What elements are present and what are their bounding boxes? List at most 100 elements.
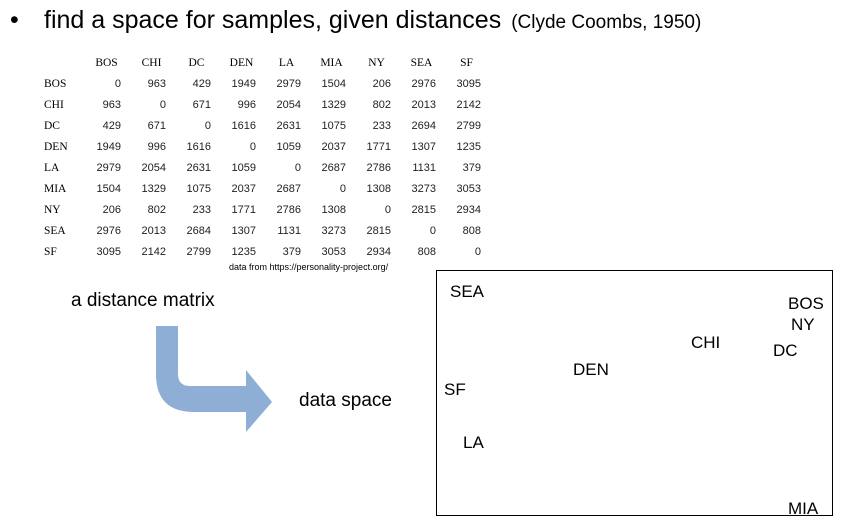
- matrix-cell: 808: [462, 224, 481, 237]
- row-header: CHI: [44, 98, 64, 111]
- matrix-cell: 0: [474, 245, 481, 258]
- column-header: SEA: [410, 56, 433, 69]
- matrix-row: SEA 2976 2013 2684 1307 1131 3273 2815 0 808: [44, 220, 489, 241]
- matrix-row: NY 206 802 233 1771 2786 1308 0 2815 2934: [44, 199, 489, 220]
- city-label-bos: BOS: [788, 294, 824, 313]
- matrix-cell: 1329: [141, 182, 166, 195]
- matrix-cell: 2054: [276, 98, 301, 111]
- title-main: find a space for samples, given distance…: [44, 6, 502, 34]
- column-header: SF: [460, 56, 473, 69]
- matrix-cell: 1059: [231, 161, 256, 174]
- matrix-cell: 2799: [186, 245, 211, 258]
- matrix-cell: 2631: [276, 119, 301, 132]
- city-label-ny: NY: [791, 315, 815, 334]
- matrix-cell: 1307: [411, 140, 436, 153]
- matrix-cell: 671: [147, 119, 166, 132]
- matrix-cell: 0: [114, 77, 121, 90]
- matrix-cell: 2934: [366, 245, 391, 258]
- matrix-cell: 996: [147, 140, 166, 153]
- data-space-label: data space: [299, 390, 392, 411]
- matrix-cell: 379: [462, 161, 481, 174]
- row-header: SEA: [44, 224, 66, 237]
- title-citation: (Clyde Coombs, 1950): [511, 12, 702, 33]
- matrix-cell: 2815: [366, 224, 391, 237]
- row-header: DC: [44, 119, 60, 132]
- matrix-cell: 2142: [456, 98, 481, 111]
- matrix-cell: 1504: [96, 182, 121, 195]
- matrix-row: DC 429 671 0 1616 2631 1075 233 2694 2799: [44, 115, 489, 136]
- city-label-sea: SEA: [450, 282, 485, 301]
- city-label-dc: DC: [773, 341, 798, 360]
- matrix-corner: [44, 52, 84, 73]
- row-header: MIA: [44, 182, 67, 195]
- matrix-cell: 2979: [96, 161, 121, 174]
- matrix-cell: 379: [282, 245, 301, 258]
- matrix-cell: 963: [147, 77, 166, 90]
- matrix-cell: 2054: [141, 161, 166, 174]
- city-label-chi: CHI: [691, 333, 721, 352]
- column-header: DC: [188, 56, 205, 69]
- column-header: MIA: [320, 56, 343, 69]
- distance-matrix-label: a distance matrix: [71, 290, 215, 311]
- matrix-cell: 1235: [231, 245, 256, 258]
- matrix-cell: 3273: [411, 182, 436, 195]
- matrix-cell: 1308: [366, 182, 391, 195]
- matrix-cell: 1771: [231, 203, 256, 216]
- matrix-row: BOS 0 963 429 1949 2979 1504 206 2976 3095: [44, 73, 489, 94]
- matrix-cell: 1329: [321, 98, 346, 111]
- matrix-cell: 1616: [231, 119, 256, 132]
- matrix-cell: 2687: [276, 182, 301, 195]
- matrix-row: CHI 963 0 671 996 2054 1329 802 2013 2142: [44, 94, 489, 115]
- matrix-cell: 429: [102, 119, 121, 132]
- matrix-cell: 3053: [456, 182, 481, 195]
- matrix-cell: 1075: [321, 119, 346, 132]
- matrix-cell: 233: [372, 119, 391, 132]
- matrix-cell: 2979: [276, 77, 301, 90]
- matrix-cell: 1235: [456, 140, 481, 153]
- row-header: DEN: [44, 140, 68, 153]
- matrix-cell: 1059: [276, 140, 301, 153]
- matrix-cell: 2786: [366, 161, 391, 174]
- matrix-cell: 2687: [321, 161, 346, 174]
- matrix-cell: 0: [429, 224, 436, 237]
- matrix-cell: 2694: [411, 119, 436, 132]
- bullet: •: [10, 6, 19, 34]
- matrix-cell: 1075: [186, 182, 211, 195]
- matrix-cell: 429: [192, 77, 211, 90]
- matrix-cell: 2976: [411, 77, 436, 90]
- matrix-cell: 963: [102, 98, 121, 111]
- matrix-cell: 233: [192, 203, 211, 216]
- slide-title: • find a space for samples, given distanc…: [10, 4, 701, 39]
- matrix-cell: 2142: [141, 245, 166, 258]
- matrix-cell: 1307: [231, 224, 256, 237]
- matrix-row: MIA 1504 1329 1075 2037 2687 0 1308 3273 3053: [44, 178, 489, 199]
- matrix-cell: 2934: [456, 203, 481, 216]
- matrix-row: LA 2979 2054 2631 1059 0 2687 2786 1131 379: [44, 157, 489, 178]
- matrix-cell: 1616: [186, 140, 211, 153]
- matrix-cell: 0: [294, 161, 301, 174]
- matrix-cell: 1131: [277, 224, 301, 237]
- matrix-row: DEN 1949 996 1616 0 1059 2037 1771 1307 1235: [44, 136, 489, 157]
- matrix-cell: 1504: [321, 77, 346, 90]
- matrix-cell: 1949: [96, 140, 121, 153]
- data-space-plot: SEA BOS NY CHI DC DEN SF LA MIA: [436, 270, 833, 518]
- column-header: DEN: [229, 56, 254, 69]
- matrix-cell: 2037: [321, 140, 346, 153]
- matrix-row: SF 3095 2142 2799 1235 379 3053 2934 808 0: [44, 241, 489, 262]
- matrix-cell: 0: [339, 182, 346, 195]
- matrix-cell: 3095: [456, 77, 481, 90]
- matrix-cell: 3273: [321, 224, 346, 237]
- matrix-cell: 2631: [186, 161, 211, 174]
- matrix-cell: 0: [249, 140, 256, 153]
- matrix-body: BOS 0 963 429 1949 2979 1504 206 2976 3095 CHI 963 0…: [44, 73, 489, 262]
- matrix-cell: 2684: [186, 224, 211, 237]
- matrix-cell: 1308: [321, 203, 346, 216]
- matrix-cell: 996: [237, 98, 256, 111]
- matrix-cell: 1771: [366, 140, 391, 153]
- matrix-header-row: BOS CHI DC DEN LA MIA NY SEA SF: [44, 52, 489, 73]
- column-header: BOS: [95, 56, 118, 69]
- row-header: BOS: [44, 77, 67, 90]
- matrix-cell: 3053: [321, 245, 346, 258]
- matrix-cell: 0: [159, 98, 166, 111]
- matrix-cell: 2815: [411, 203, 436, 216]
